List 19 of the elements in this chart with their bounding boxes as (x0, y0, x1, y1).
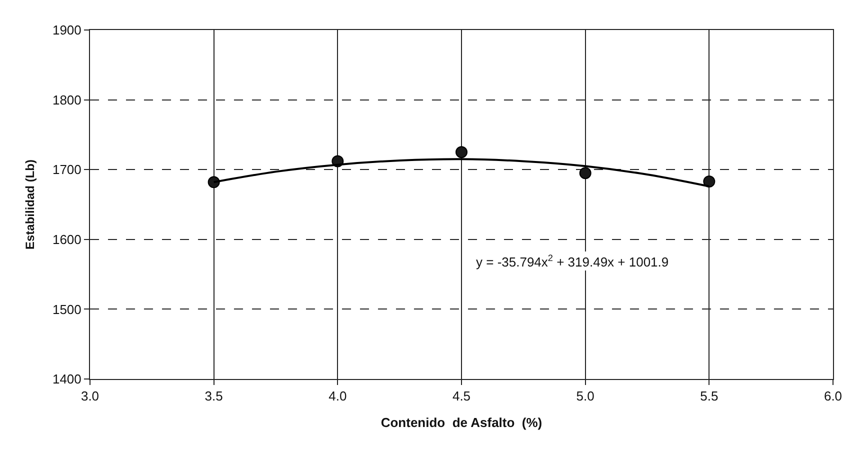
x-axis-title: Contenido de Asfalto (%) (380, 415, 542, 430)
y-tick-label: 1800 (52, 92, 82, 108)
x-tick-label: 4.5 (452, 388, 471, 404)
y-tick-label: 1400 (52, 372, 82, 387)
y-tick-label: 1700 (52, 162, 82, 178)
x-tick-label: 6.0 (824, 388, 842, 404)
y-axis-title: Estabilidad (Lb) (22, 159, 37, 250)
x-tick-label: 4.0 (328, 388, 347, 404)
point (703, 175, 716, 188)
x-tick-label: 5.5 (700, 388, 718, 404)
y-tick-label: 1900 (52, 22, 82, 38)
x-tick-label: 3.5 (204, 388, 223, 404)
x-tick-label: 5.0 (576, 388, 594, 404)
y-tick-label: 1600 (52, 232, 82, 247)
y-tick-label: 1500 (52, 302, 82, 317)
point (456, 146, 468, 158)
point (579, 167, 592, 180)
annotation: y = -35.794x$^{2}$ + 319.49x + 1001.9 (476, 253, 669, 270)
x-tick-label: 3.0 (80, 388, 100, 404)
